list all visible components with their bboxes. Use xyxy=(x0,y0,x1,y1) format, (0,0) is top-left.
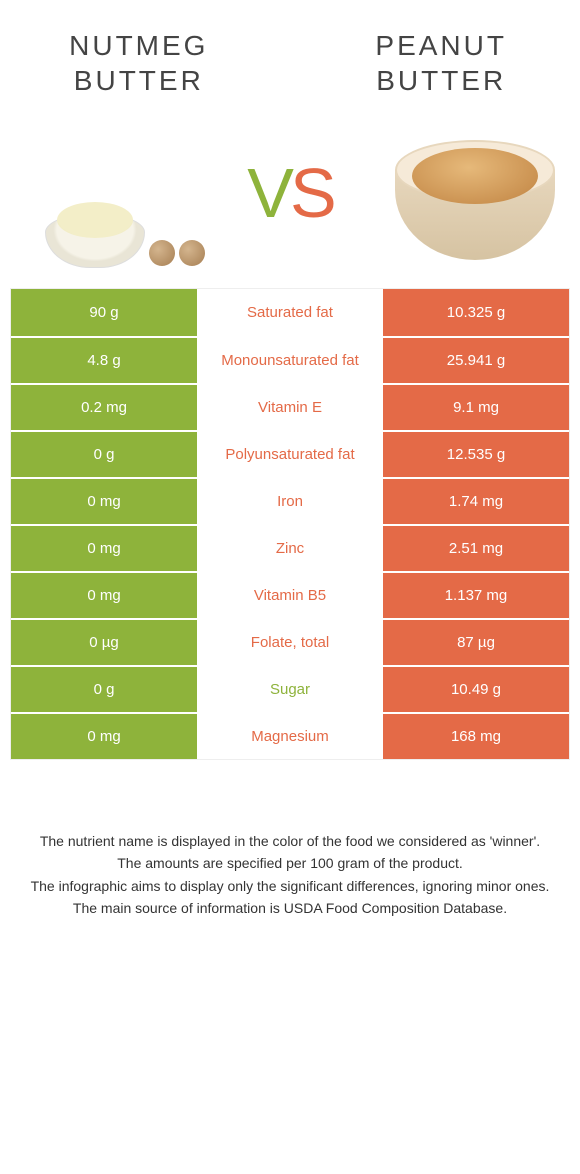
table-row: 0.2 mgVitamin E9.1 mg xyxy=(11,383,569,430)
right-value: 9.1 mg xyxy=(383,385,569,430)
right-value: 2.51 mg xyxy=(383,526,569,571)
nutrient-label: Vitamin E xyxy=(197,385,383,430)
nutrient-label: Magnesium xyxy=(197,714,383,759)
footnotes: The nutrient name is displayed in the co… xyxy=(0,760,580,950)
nutrient-label: Folate, total xyxy=(197,620,383,665)
nutrient-label: Monounsaturated fat xyxy=(197,338,383,383)
nutrient-label: Zinc xyxy=(197,526,383,571)
table-row: 0 gSugar10.49 g xyxy=(11,665,569,712)
table-row: 0 mgVitamin B51.137 mg xyxy=(11,571,569,618)
left-value: 0 mg xyxy=(11,714,197,759)
right-value: 1.74 mg xyxy=(383,479,569,524)
table-row: 0 mgZinc2.51 mg xyxy=(11,524,569,571)
left-value: 0 mg xyxy=(11,526,197,571)
vs-label: VS xyxy=(247,153,332,233)
left-title: NUTMEG BUTTER xyxy=(20,28,258,98)
left-value: 0.2 mg xyxy=(11,385,197,430)
footnote-line: The nutrient name is displayed in the co… xyxy=(20,830,560,852)
left-value: 4.8 g xyxy=(11,338,197,383)
right-value: 1.137 mg xyxy=(383,573,569,618)
table-row: 0 mgIron1.74 mg xyxy=(11,477,569,524)
right-food-icon xyxy=(380,118,570,268)
left-value: 0 g xyxy=(11,667,197,712)
left-value: 0 g xyxy=(11,432,197,477)
hero-row: VS xyxy=(0,108,580,288)
left-value: 0 mg xyxy=(11,573,197,618)
left-value: 0 µg xyxy=(11,620,197,665)
table-row: 0 µgFolate, total87 µg xyxy=(11,618,569,665)
table-row: 0 mgMagnesium168 mg xyxy=(11,712,569,759)
left-value: 90 g xyxy=(11,289,197,336)
right-value: 10.49 g xyxy=(383,667,569,712)
table-row: 0 gPolyunsaturated fat12.535 g xyxy=(11,430,569,477)
titles-row: NUTMEG BUTTER PEANUT BUTTER xyxy=(0,0,580,108)
footnote-line: The main source of information is USDA F… xyxy=(20,897,560,919)
nutrient-label: Vitamin B5 xyxy=(197,573,383,618)
nutrient-label: Polyunsaturated fat xyxy=(197,432,383,477)
footnote-line: The infographic aims to display only the… xyxy=(20,875,560,897)
left-food-icon xyxy=(10,118,200,268)
footnote-line: The amounts are specified per 100 gram o… xyxy=(20,852,560,874)
right-value: 10.325 g xyxy=(383,289,569,336)
table-row: 4.8 gMonounsaturated fat25.941 g xyxy=(11,336,569,383)
right-value: 25.941 g xyxy=(383,338,569,383)
vs-s: S xyxy=(290,154,333,232)
vs-v: V xyxy=(247,154,290,232)
nutrient-label: Sugar xyxy=(197,667,383,712)
right-value: 168 mg xyxy=(383,714,569,759)
right-title: PEANUT BUTTER xyxy=(322,28,560,98)
comparison-table: 90 gSaturated fat10.325 g4.8 gMonounsatu… xyxy=(10,288,570,760)
nutrient-label: Saturated fat xyxy=(197,289,383,336)
right-value: 87 µg xyxy=(383,620,569,665)
left-value: 0 mg xyxy=(11,479,197,524)
table-row: 90 gSaturated fat10.325 g xyxy=(11,289,569,336)
nutrient-label: Iron xyxy=(197,479,383,524)
infographic: NUTMEG BUTTER PEANUT BUTTER VS 90 gSatur… xyxy=(0,0,580,950)
right-value: 12.535 g xyxy=(383,432,569,477)
